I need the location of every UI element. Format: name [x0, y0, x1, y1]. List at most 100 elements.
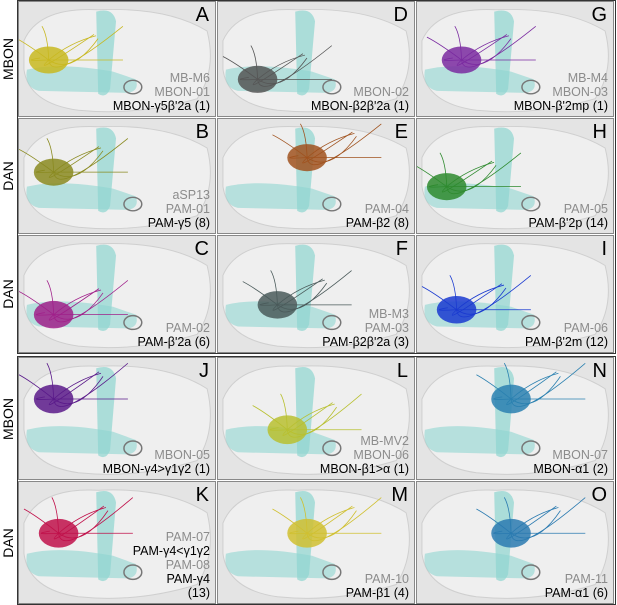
panel: E PAM-04 PAM-β2 (8) [217, 118, 415, 234]
decoration [239, 76, 258, 81]
brain-image [421, 489, 609, 599]
decoration [48, 35, 97, 61]
decoration [53, 376, 104, 405]
decoration [58, 510, 109, 539]
neuron-id: PAM-06 [563, 321, 608, 335]
neuron-name: (13) [187, 586, 210, 600]
neuron-id: PAM-01 [165, 202, 210, 216]
decoration [424, 66, 535, 93]
neuron-id: MB-M3 [368, 307, 409, 321]
decoration [53, 372, 102, 400]
caption: PAM-10 PAM-β1 (4) [346, 572, 409, 600]
caption: PAM-02 PAM-β'2a (6) [137, 321, 210, 349]
decoration [306, 510, 357, 539]
decoration [306, 133, 355, 158]
caption: MBON-05 MBON-γ4>γ1γ2 (1) [103, 448, 210, 476]
decoration [302, 131, 353, 164]
panel-letter: J [199, 360, 209, 382]
decoration [322, 314, 342, 331]
decoration [19, 39, 49, 61]
decoration [272, 278, 323, 311]
panel-letter: C [194, 238, 209, 260]
decoration [270, 270, 278, 305]
decoration [19, 374, 54, 400]
neuron-name: MBON-γ4>γ1γ2 (1) [102, 462, 210, 476]
decoration [424, 550, 535, 579]
decoration [461, 38, 512, 65]
decoration [53, 147, 102, 173]
brain-image [417, 125, 609, 230]
caption: MB-M4 MBON-03 MBON-β'2mp (1) [514, 71, 608, 113]
decoration [510, 376, 561, 405]
decoration [521, 314, 541, 331]
decoration [252, 405, 288, 431]
panel-letter: L [396, 360, 408, 382]
decoration [521, 79, 541, 95]
decoration [123, 196, 143, 212]
panel: D MBON-02 MBON-β2β'2a (1) [217, 1, 415, 117]
brain-image [222, 243, 410, 349]
neuron-name: MBON-β1>α (1) [319, 462, 409, 476]
neuron-name: PAM-β2β'2a (3) [322, 335, 409, 349]
neuron-id: MBON-02 [353, 85, 409, 99]
caption: MB-M6 MBON-01 MBON-γ5β'2a (1) [113, 71, 210, 113]
decoration [300, 123, 308, 158]
neuron-name: PAM-β'2m (12) [525, 335, 608, 349]
neuron-id: PAM-05 [563, 202, 608, 216]
decoration [302, 505, 353, 540]
decoration [493, 530, 512, 535]
decoration [48, 288, 100, 321]
neuron-name: PAM-γ5 (8) [147, 216, 210, 230]
decoration [46, 362, 55, 400]
decoration [503, 362, 512, 400]
caption: PAM-04 PAM-β2 (8) [346, 202, 409, 230]
decoration [277, 279, 325, 306]
decoration [441, 160, 493, 193]
panel-letter: O [591, 484, 607, 506]
caption: MBON-02 MBON-β2β'2a (1) [311, 85, 409, 113]
neuron-id: PAM-02 [165, 321, 210, 335]
decoration [287, 406, 337, 435]
brain-image [23, 489, 211, 599]
panel: A MB-M6 MBON-01 MBON-γ5β'2a (1) [18, 1, 216, 117]
caption: MBON-07 MBON-α1 (2) [533, 448, 608, 476]
caption: MB-M3 PAM-03 PAM-β2β'2a (3) [322, 307, 409, 349]
neuron-name: MBON-β'2mp (1) [513, 99, 608, 113]
decoration [26, 183, 137, 210]
panel: F MB-M3 PAM-03 PAM-β2β'2a (3) [217, 235, 415, 353]
neuron-name: MBON-β2β'2a (1) [310, 99, 409, 113]
decoration [272, 508, 308, 534]
panel: L MB-MV2 MBON-06 MBON-β1>α (1) [217, 357, 415, 480]
decoration [426, 36, 462, 61]
decoration [259, 302, 278, 306]
neuron-name: PAM-β2 (8) [345, 216, 409, 230]
panel: H PAM-05 PAM-β'2p (14) [416, 118, 614, 234]
panel-letter: M [391, 484, 408, 506]
decoration [123, 79, 143, 95]
decoration [521, 564, 541, 581]
decoration [456, 34, 508, 66]
brain-image [19, 243, 211, 349]
decoration [123, 440, 143, 457]
neuron-id: MBON-03 [552, 85, 608, 99]
decoration [53, 150, 104, 177]
brain-image [421, 243, 609, 349]
caption: PAM-05 PAM-β'2p (14) [528, 202, 608, 230]
brain-image [421, 8, 609, 113]
neuron-name: MBON-α1 (2) [533, 462, 608, 476]
neuron-id: MB-M6 [169, 71, 210, 85]
panel: O PAM-11 PAM-α1 (6) [416, 481, 614, 604]
decoration [269, 427, 288, 431]
decoration [300, 497, 308, 534]
brain-image [19, 125, 211, 230]
decoration [19, 291, 54, 315]
decoration [26, 426, 137, 455]
neuron-id: MB-M4 [567, 71, 608, 85]
brain-image [421, 362, 609, 475]
decoration [322, 564, 342, 581]
decoration [48, 146, 100, 178]
row-label: DAN [0, 161, 16, 191]
decoration [257, 57, 308, 85]
decoration [306, 507, 355, 534]
